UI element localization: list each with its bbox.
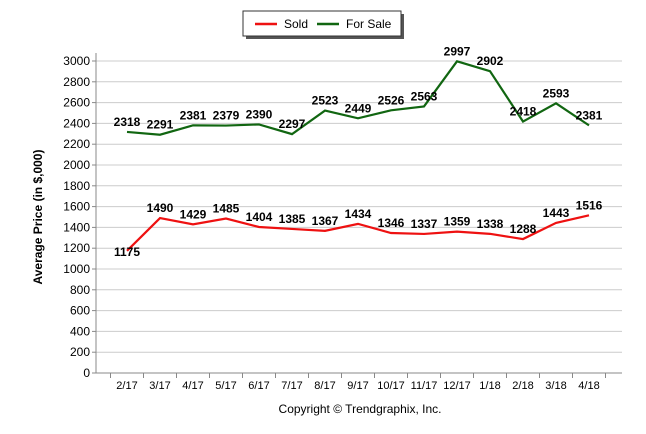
data-label-sold: 1485 (213, 202, 240, 216)
data-label-sold: 1404 (246, 210, 273, 224)
y-tick-label: 600 (70, 304, 90, 318)
x-tick-label: 4/18 (578, 380, 599, 392)
data-label-for-sale: 2563 (411, 89, 438, 103)
x-tick-label: 2/18 (512, 380, 533, 392)
x-tick-label: 8/17 (314, 380, 335, 392)
x-tick-label: 3/17 (149, 380, 170, 392)
y-tick-label: 1000 (63, 262, 90, 276)
data-label-sold: 1434 (345, 207, 372, 221)
data-label-for-sale: 2902 (477, 54, 504, 68)
data-label-sold: 1367 (312, 214, 339, 228)
data-label-sold: 1516 (576, 198, 603, 212)
data-label-for-sale: 2381 (180, 108, 207, 122)
x-tick-label: 1/18 (479, 380, 500, 392)
data-label-for-sale: 2381 (576, 108, 603, 122)
y-tick-label: 1800 (63, 179, 90, 193)
data-label-for-sale: 2291 (147, 118, 174, 132)
y-tick-label: 2000 (63, 158, 90, 172)
data-label-sold: 1429 (180, 207, 207, 221)
y-tick-label: 2200 (63, 137, 90, 151)
x-tick-label: 3/18 (545, 380, 566, 392)
data-label-sold: 1443 (543, 206, 570, 220)
y-tick-label: 3000 (63, 54, 90, 68)
x-tick-label: 5/17 (215, 380, 236, 392)
y-tick-label: 1600 (63, 200, 90, 214)
y-tick-label: 2400 (63, 116, 90, 130)
data-label-sold: 1175 (114, 245, 140, 259)
y-tick-label: 200 (70, 345, 90, 359)
data-label-for-sale: 2449 (345, 101, 372, 115)
data-label-sold: 1359 (444, 215, 471, 229)
legend-label: Sold (284, 17, 308, 31)
data-label-for-sale: 2997 (444, 44, 471, 58)
legend-label: For Sale (346, 17, 392, 31)
data-label-sold: 1346 (378, 216, 405, 230)
data-label-for-sale: 2318 (114, 115, 141, 129)
data-label-for-sale: 2526 (378, 93, 405, 107)
series-line-for-sale (126, 60, 590, 136)
x-tick-label: 12/17 (443, 380, 471, 392)
x-tick-label: 7/17 (281, 380, 302, 392)
data-label-for-sale: 2379 (213, 109, 240, 123)
data-label-sold: 1385 (279, 212, 306, 226)
data-label-for-sale: 2593 (543, 86, 570, 100)
y-tick-label: 800 (70, 283, 90, 297)
series-line-sold (126, 214, 590, 252)
x-tick-label: 2/17 (116, 380, 137, 392)
data-label-for-sale: 2523 (312, 94, 339, 108)
x-tick-label: 4/17 (182, 380, 203, 392)
y-tick-label: 1200 (63, 241, 90, 255)
data-label-sold: 1338 (477, 217, 504, 231)
x-tick-label: 10/17 (377, 380, 405, 392)
data-label-sold: 1337 (411, 217, 438, 231)
y-tick-label: 2600 (63, 96, 90, 110)
y-tick-label: 400 (70, 324, 90, 338)
y-tick-label: 0 (83, 366, 90, 380)
x-tick-label: 11/17 (411, 380, 438, 392)
x-tick-label: 6/17 (248, 380, 269, 392)
data-label-for-sale: 2390 (246, 107, 273, 121)
y-tick-label: 2800 (63, 75, 90, 89)
data-label-sold: 1490 (147, 201, 174, 215)
copyright-footer: Copyright © Trendgraphix, Inc. (279, 402, 442, 416)
x-tick-label: 9/17 (347, 380, 368, 392)
y-tick-label: 1400 (63, 220, 90, 234)
data-label-for-sale: 2418 (510, 105, 537, 119)
data-label-sold: 1288 (510, 222, 537, 236)
data-label-for-sale: 2297 (279, 117, 306, 131)
y-axis-label: Average Price (in $,000) (31, 150, 45, 285)
